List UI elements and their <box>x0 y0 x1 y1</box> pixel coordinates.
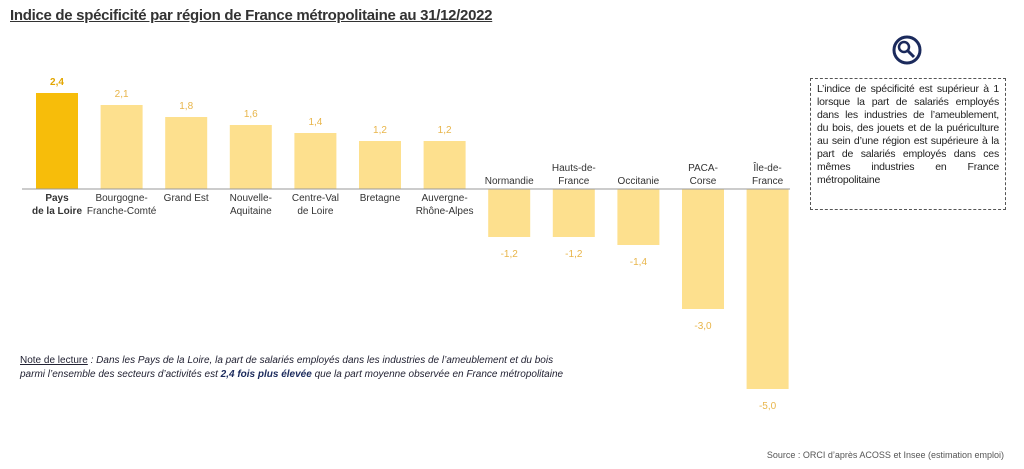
note-emphasis: 2,4 fois plus élevée <box>220 369 312 380</box>
value-label: -1,4 <box>630 257 648 268</box>
value-label: 1,8 <box>179 101 193 112</box>
note-text: que la part moyenne observée en France m… <box>311 369 564 380</box>
value-label: -1,2 <box>565 249 583 260</box>
value-label: -1,2 <box>501 249 519 260</box>
x-tick-label: Pays de la Loire <box>32 193 82 217</box>
x-tick-label: Île-de-France <box>752 161 784 187</box>
bar <box>423 141 466 189</box>
value-label: 1,4 <box>308 117 322 128</box>
bar <box>165 117 208 189</box>
x-tick-label: PACA-Corse <box>688 163 718 187</box>
note-text: : Dans les Pays de la Loire, la part de … <box>20 355 554 380</box>
x-tick-label: Nouvelle-Aquitaine <box>230 193 272 217</box>
x-tick-label: Grand Est <box>164 193 209 204</box>
bar <box>294 133 337 189</box>
bar <box>36 93 78 189</box>
x-tick-label: Bretagne <box>360 193 401 204</box>
x-tick-label: Hauts-de-France <box>552 163 596 187</box>
bar <box>488 189 531 237</box>
x-tick-label: Bourgogne-Franche-Comté <box>87 193 157 217</box>
chart-title: Indice de spécificité par région de Fran… <box>10 7 493 24</box>
bar <box>746 189 789 389</box>
bar <box>359 141 401 189</box>
bar <box>552 189 595 237</box>
reading-note: Note de lecture : Dans les Pays de la Lo… <box>20 354 580 382</box>
value-label: 1,6 <box>244 109 258 120</box>
bar <box>682 189 724 309</box>
source: Source : ORCI d’après ACOSS et Insee (es… <box>766 450 1004 460</box>
x-tick-label: Auvergne-Rhône-Alpes <box>416 193 474 217</box>
x-tick-label: Normandie <box>485 176 534 187</box>
x-tick-label: Centre-Val de Loire <box>292 193 339 217</box>
bar <box>617 189 660 245</box>
bar <box>100 105 143 189</box>
value-label: 2,4 <box>50 77 64 88</box>
value-label: -3,0 <box>694 321 712 332</box>
bar <box>229 125 272 189</box>
value-label: 2,1 <box>115 89 129 100</box>
value-label: 1,2 <box>373 125 387 136</box>
note-label: Note de lecture <box>20 355 88 366</box>
value-label: 1,2 <box>438 125 452 136</box>
value-label: -5,0 <box>759 401 777 412</box>
info-box: L’indice de spécificité est supérieur à … <box>810 78 1006 210</box>
icon <box>892 35 922 65</box>
x-tick-label: Occitanie <box>618 176 660 187</box>
